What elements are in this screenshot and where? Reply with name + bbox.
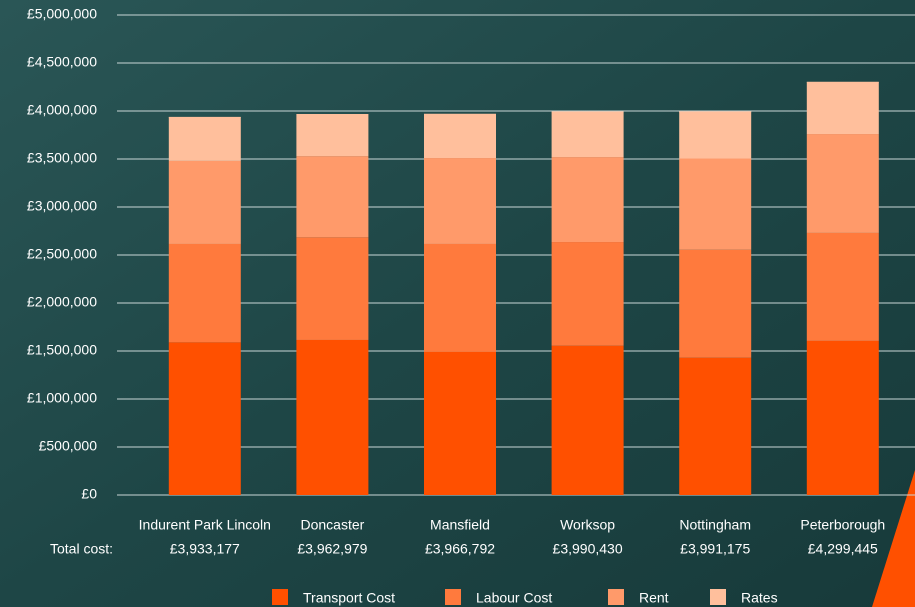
x-tick-label: Nottingham <box>679 517 751 533</box>
x-tick-label: Worksop <box>560 517 615 533</box>
legend-label: Labour Cost <box>476 590 552 606</box>
legend-label: Rent <box>639 590 669 606</box>
y-tick-label: £4,000,000 <box>27 102 97 118</box>
bar-segment <box>552 112 624 157</box>
y-tick-label: £0 <box>81 486 97 502</box>
bar-segment <box>807 341 879 495</box>
y-tick-label: £3,000,000 <box>27 198 97 214</box>
total-label: £3,991,175 <box>680 541 750 557</box>
x-tick-label: Peterborough <box>800 517 885 533</box>
bar-segment <box>296 340 368 495</box>
bar-segment <box>169 244 241 342</box>
x-tick-label: Indurent Park Lincoln <box>139 517 271 533</box>
bar-segment <box>679 358 751 495</box>
bar-segment <box>679 111 751 158</box>
total-label: £3,933,177 <box>170 541 240 557</box>
y-tick-label: £4,500,000 <box>27 54 97 70</box>
total-label: £4,299,445 <box>808 541 878 557</box>
bar-segment <box>424 158 496 244</box>
total-heading: Total cost: <box>50 541 113 557</box>
y-tick-label: £2,500,000 <box>27 246 97 262</box>
bar-segment <box>807 134 879 233</box>
x-tick-label: Mansfield <box>430 517 490 533</box>
bar-segment <box>169 117 241 161</box>
bar-segment <box>807 82 879 134</box>
bar-segment <box>424 114 496 158</box>
bar-segment <box>807 233 879 341</box>
y-tick-label: £1,000,000 <box>27 390 97 406</box>
bar-segment <box>296 115 368 156</box>
bar-segment <box>552 242 624 346</box>
legend-label: Transport Cost <box>303 590 395 606</box>
y-tick-label: £3,500,000 <box>27 150 97 166</box>
y-tick-label: £1,500,000 <box>27 342 97 358</box>
total-label: £3,990,430 <box>553 541 623 557</box>
bar-segment <box>169 161 241 244</box>
bar-segment <box>424 352 496 495</box>
legend-swatch <box>710 589 726 605</box>
bar-segment <box>296 156 368 237</box>
bar-segment <box>169 342 241 495</box>
legend-swatch <box>272 589 288 605</box>
bar-segment <box>679 159 751 250</box>
bar-segment <box>296 237 368 340</box>
bar-segment <box>679 250 751 358</box>
total-label: £3,966,792 <box>425 541 495 557</box>
x-tick-label: Doncaster <box>300 517 364 533</box>
y-tick-label: £5,000,000 <box>27 6 97 22</box>
y-tick-label: £2,000,000 <box>27 294 97 310</box>
chart: Total cost: £0 £500,000 £1,000,000 £1,500,0… <box>0 0 915 607</box>
bar-segment <box>552 346 624 495</box>
legend-swatch <box>445 589 461 605</box>
legend-label: Rates <box>741 590 778 606</box>
bar-segment <box>552 157 624 242</box>
total-label: £3,962,979 <box>297 541 367 557</box>
bar-segment <box>424 244 496 352</box>
legend-swatch <box>608 589 624 605</box>
y-tick-label: £500,000 <box>39 438 98 454</box>
